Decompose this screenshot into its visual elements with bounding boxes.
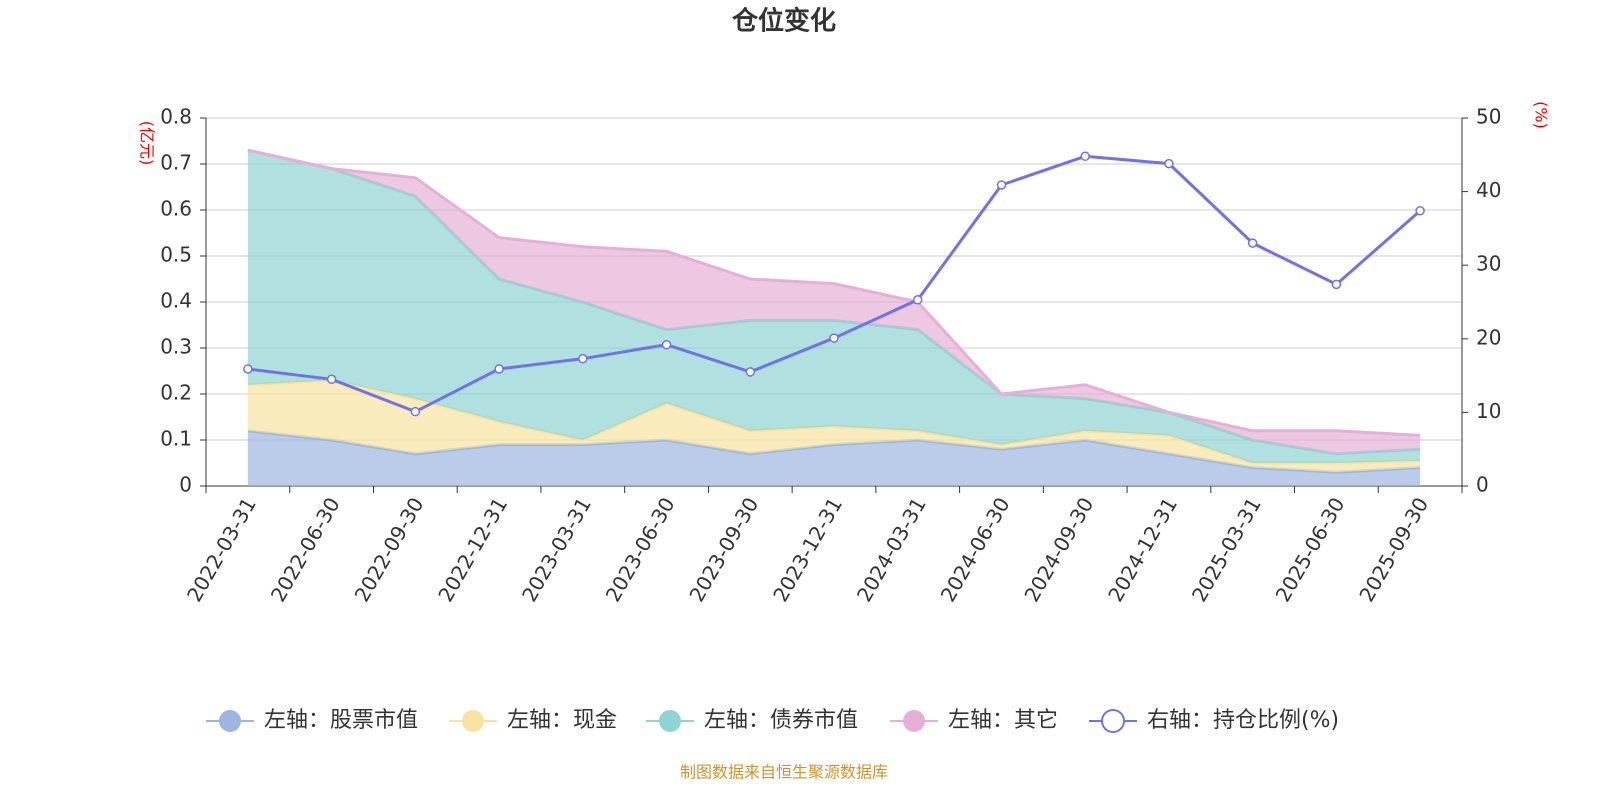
- ratio-point: [243, 364, 253, 374]
- ratio-point: [745, 367, 756, 377]
- legend-symbol: [1101, 709, 1125, 733]
- x-tick-label: 2022-03-31: [182, 493, 261, 606]
- y-tick-label: 0: [179, 473, 192, 497]
- legend-symbol: [462, 710, 484, 732]
- y2-axis-label: (%): [1532, 101, 1551, 129]
- x-tick-label: 2025-06-30: [1271, 493, 1350, 606]
- ratio-point: [1080, 151, 1090, 162]
- source-note: 制图数据来自恒生聚源数据库: [680, 763, 888, 782]
- x-tick-label: 2023-12-31: [768, 493, 847, 606]
- x-tick-label: 2024-09-30: [1019, 493, 1098, 606]
- y-tick-label: 0.1: [160, 427, 192, 451]
- y-tick-label: 0.4: [160, 289, 192, 313]
- area: [247, 150, 1421, 454]
- legend-symbol: [219, 710, 241, 732]
- x-tick-label: 2025-09-30: [1354, 493, 1433, 606]
- ratio-point: [1247, 238, 1258, 248]
- x-tick-label: 2022-09-30: [350, 493, 429, 606]
- legend-label: 右轴：持仓比例(%): [1147, 708, 1339, 733]
- legend-label: 左轴：债券市值: [704, 708, 858, 733]
- ratio-point: [1415, 205, 1425, 216]
- x-tick-label: 2024-12-31: [1103, 493, 1182, 606]
- ratio-point: [661, 339, 672, 350]
- legend-label: 左轴：其它: [948, 708, 1058, 733]
- y-tick-label: 0.8: [160, 105, 192, 129]
- legend-symbol: [659, 710, 681, 732]
- x-tick-label: 2022-06-30: [266, 493, 345, 606]
- area-edge: [247, 148, 1421, 437]
- y-tick-label: 0.6: [160, 197, 192, 221]
- y2-tick-label: 0: [1476, 473, 1489, 497]
- ratio-point: [578, 353, 588, 364]
- y-axis-label: (亿元): [138, 121, 157, 166]
- x-tick-label: 2023-06-30: [601, 493, 680, 606]
- chart-title: 仓位变化: [731, 6, 836, 37]
- ratio-point: [494, 364, 504, 374]
- x-tick-label: 2023-09-30: [684, 493, 763, 606]
- ratio-point: [912, 295, 923, 305]
- ratio-point: [1164, 158, 1174, 169]
- ratio-point: [1331, 279, 1342, 290]
- x-tick-label: 2023-03-31: [517, 493, 596, 606]
- y-tick-label: 0.7: [160, 151, 192, 175]
- y-tick-label: 0.2: [160, 381, 192, 405]
- y2-tick-label: 20: [1476, 325, 1501, 349]
- ratio-point: [829, 333, 839, 343]
- area: [247, 150, 1421, 463]
- x-tick-label: 2025-03-31: [1187, 493, 1266, 606]
- y2-tick-label: 30: [1476, 252, 1501, 276]
- x-tick-label: 2024-06-30: [936, 493, 1015, 606]
- ratio-point: [326, 374, 337, 385]
- area: [247, 430, 1421, 486]
- y2-tick-label: 10: [1476, 399, 1501, 423]
- y-tick-label: 0.3: [160, 335, 192, 359]
- ratio-point: [996, 180, 1007, 190]
- legend-label: 左轴：股票市值: [264, 708, 418, 733]
- y2-tick-label: 40: [1476, 178, 1501, 202]
- legend-label: 左轴：现金: [507, 708, 617, 733]
- y2-tick-label: 50: [1476, 105, 1501, 129]
- ratio-point: [410, 406, 421, 417]
- x-tick-label: 2024-03-31: [852, 493, 931, 606]
- y-tick-label: 0.5: [160, 243, 192, 267]
- x-tick-label: 2022-12-31: [433, 493, 512, 606]
- legend-symbol: [903, 710, 925, 732]
